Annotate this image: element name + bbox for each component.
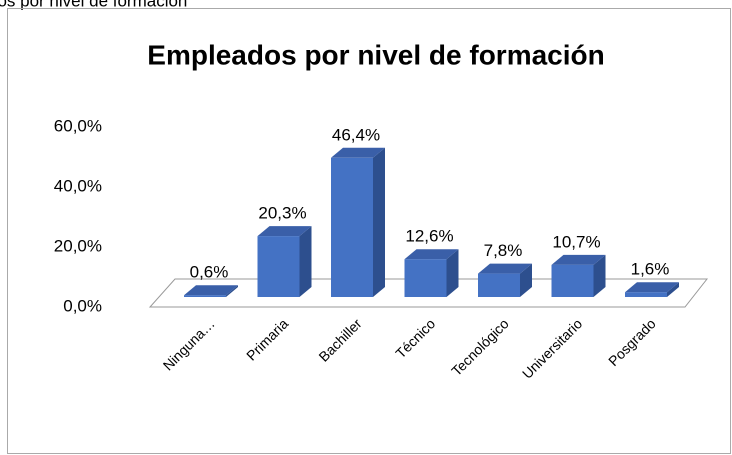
- data-label: 0,6%: [190, 263, 229, 282]
- bar-top: [184, 285, 238, 296]
- bar: [478, 263, 532, 297]
- bar-front: [478, 273, 520, 297]
- x-tick-label: Bachiller: [315, 315, 365, 365]
- bar-top: [331, 147, 385, 158]
- bar-side: [667, 282, 679, 297]
- chart-border: [7, 8, 731, 454]
- bar-side: [226, 285, 238, 297]
- x-tick-label: Técnico: [392, 315, 438, 361]
- bar: [257, 226, 312, 297]
- bar-side: [299, 226, 312, 297]
- data-label: 20,3%: [258, 204, 306, 223]
- x-tick-label: Tecnológico: [448, 315, 512, 379]
- bar-top: [478, 263, 532, 274]
- bar-top: [551, 254, 606, 265]
- bar-side: [593, 254, 606, 297]
- bar-side: [373, 147, 385, 297]
- bar-side: [520, 263, 532, 297]
- caption: dos por nivel de formación: [0, 0, 187, 10]
- bar-top: [404, 249, 459, 260]
- bar: [331, 147, 385, 297]
- data-label: 7,8%: [484, 241, 523, 260]
- data-label: 1,6%: [631, 260, 670, 279]
- bar-front: [404, 259, 447, 297]
- chart-title: Empleados por nivel de formación: [147, 39, 604, 70]
- data-label: 10,7%: [552, 232, 600, 251]
- bar-top: [257, 226, 312, 237]
- x-tick-label: Primaria: [243, 315, 291, 363]
- bar-front: [184, 295, 226, 297]
- x-tick-label: Ninguna…: [160, 315, 218, 373]
- bar-top: [625, 282, 679, 293]
- y-tick-label: 0,0%: [63, 296, 102, 315]
- y-tick-label: 20,0%: [54, 236, 102, 255]
- x-tick-label: Posgrado: [605, 315, 659, 369]
- y-tick-label: 40,0%: [54, 176, 102, 195]
- bar-front: [625, 292, 667, 297]
- data-label: 46,4%: [332, 125, 380, 144]
- bar: [184, 285, 238, 297]
- x-tick-label: Universitario: [519, 315, 585, 381]
- y-tick-label: 60,0%: [54, 116, 102, 135]
- bar-front: [257, 236, 300, 297]
- bar-front: [331, 157, 373, 297]
- bar: [404, 249, 459, 297]
- bar-side: [446, 249, 459, 297]
- bar: [551, 254, 606, 297]
- bar: [625, 282, 679, 297]
- data-label: 12,6%: [405, 227, 453, 246]
- bar-front: [551, 264, 594, 297]
